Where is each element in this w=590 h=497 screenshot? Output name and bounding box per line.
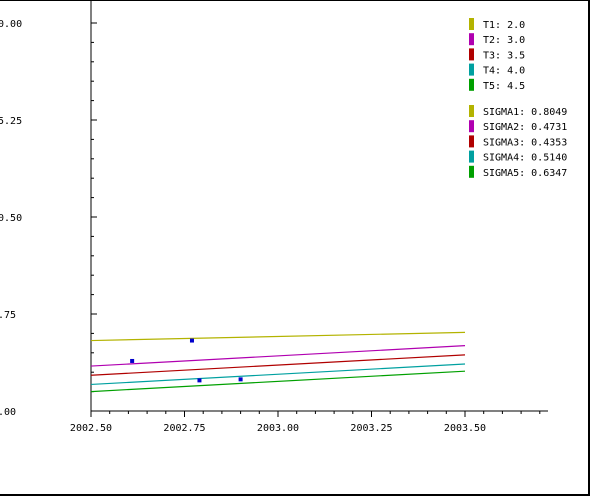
data-point [189,338,194,343]
legend-label: T3: 3.5 [483,50,525,61]
sigma-label: SIGMA3: 0.4353 [483,137,567,148]
x-tick-label: 2002.75 [163,423,205,434]
legend-swatch [469,18,474,30]
legend-swatch [469,33,474,46]
legend-label: T2: 3.0 [483,35,525,46]
sigma-label: SIGMA1: 0.8049 [483,107,567,118]
x-tick-label: 2003.50 [444,423,486,434]
legend-swatch [469,78,474,91]
data-point [197,378,202,383]
axes: 1.00 5.75 10.50 15.25 20.00 2002.50 2002.75 200… [0,1,548,434]
y-tick-label: 15.25 [0,116,22,127]
sigma-label: SIGMA5: 0.6347 [483,168,567,179]
points-layer [130,338,243,383]
legend-label: T1: 2.0 [483,20,525,31]
series-line-t4 [90,363,466,386]
legend-swatch [469,63,474,76]
x-tick-label: 2002.50 [70,423,112,434]
x-tick-label: 2003.00 [257,423,299,434]
y-tick-label: 1.00 [0,407,16,418]
series-layer [90,331,466,393]
legend: T1: 2.0 T2: 3.0 T3: 3.5 T4: 4.0 T5: 4.5 SIGMA… [469,18,567,179]
sigma-swatch [469,150,474,163]
legend-swatch [469,48,474,61]
x-tick-label: 2003.25 [350,423,392,434]
sigma-swatch [469,105,474,117]
series-line-t2 [90,345,466,367]
sigma-label: SIGMA4: 0.5140 [483,153,567,164]
legend-label: T4: 4.0 [483,66,525,77]
sigma-swatch [469,165,474,178]
sigma-swatch [469,120,474,133]
y-tick-label: 20.00 [0,19,22,30]
data-point [238,377,243,382]
series-line-t1 [90,331,466,342]
series-line-t5 [90,370,466,393]
sigma-label: SIGMA2: 0.4731 [483,122,567,133]
y-tick-label: 10.50 [0,213,22,224]
series-line-t3 [90,354,466,376]
legend-label: T5: 4.5 [483,81,525,92]
data-point [130,358,135,363]
y-tick-label: 5.75 [0,310,16,321]
sigma-swatch [469,135,474,148]
